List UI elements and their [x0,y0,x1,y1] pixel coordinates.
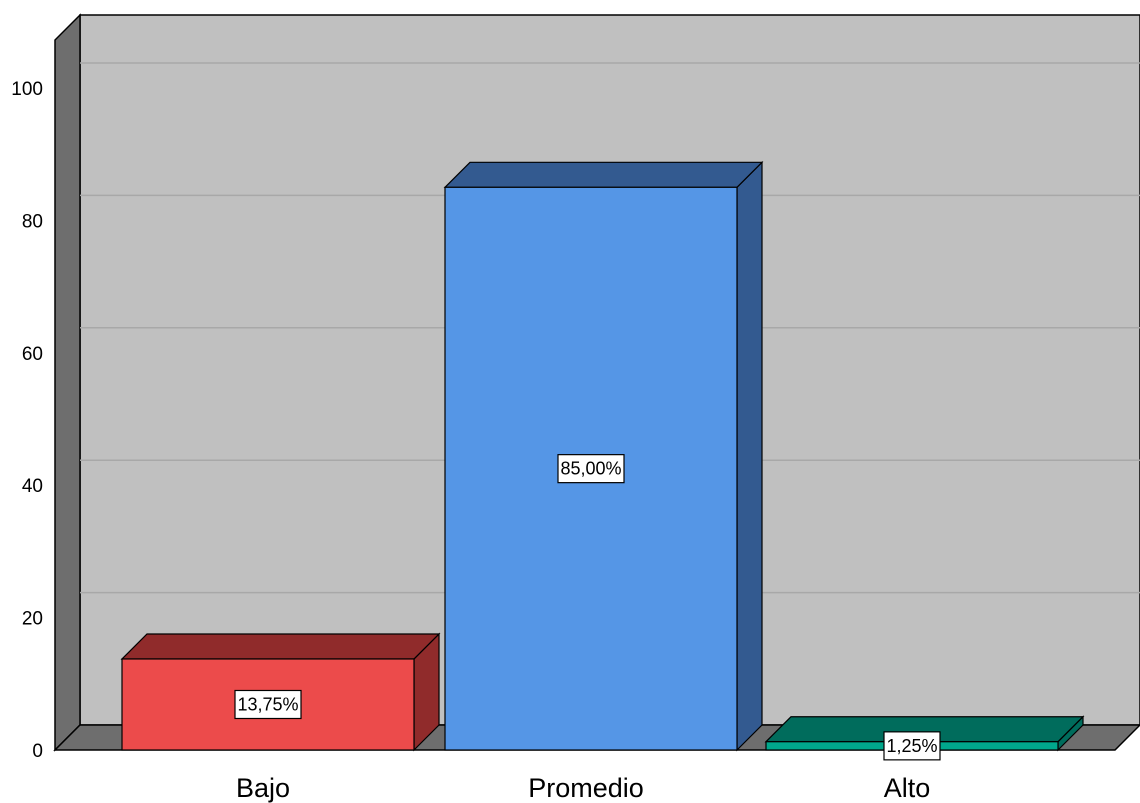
data-label-text: 13,75% [237,694,298,714]
bar-alto: 1,25% [764,715,1085,761]
y-tick-label: 100 [11,79,43,100]
bar-top [120,633,441,660]
x-axis-categories: Bajo Promedio Alto [236,773,930,803]
data-label-text: 1,25% [886,736,937,756]
bar-top [443,161,764,188]
data-label: 1,25% [883,731,941,761]
y-tick-label: 80 [22,211,43,232]
data-label-box [234,689,302,720]
data-label-box [557,454,625,484]
bar-side [736,160,763,752]
data-label-text: 85,00% [560,459,621,479]
y-tick-label: 40 [22,476,43,497]
y-axis-ticks: 0 20 40 60 80 100 [11,79,43,762]
y-tick-label: 20 [22,609,43,630]
bar-promedio: 85,00% [443,160,764,752]
bars: 13,75% 85,00% 1,25% [120,160,1085,761]
left-wall [54,13,81,752]
bar-bajo: 13,75% [120,632,441,752]
data-label: 85,00% [557,454,625,484]
y-tick-label: 60 [22,344,43,365]
category-label: Bajo [236,773,290,803]
category-label: Alto [884,773,931,803]
y-tick-label: 0 [32,741,43,762]
category-label: Promedio [528,773,644,803]
data-label: 13,75% [234,689,302,720]
data-label-box [883,731,941,761]
